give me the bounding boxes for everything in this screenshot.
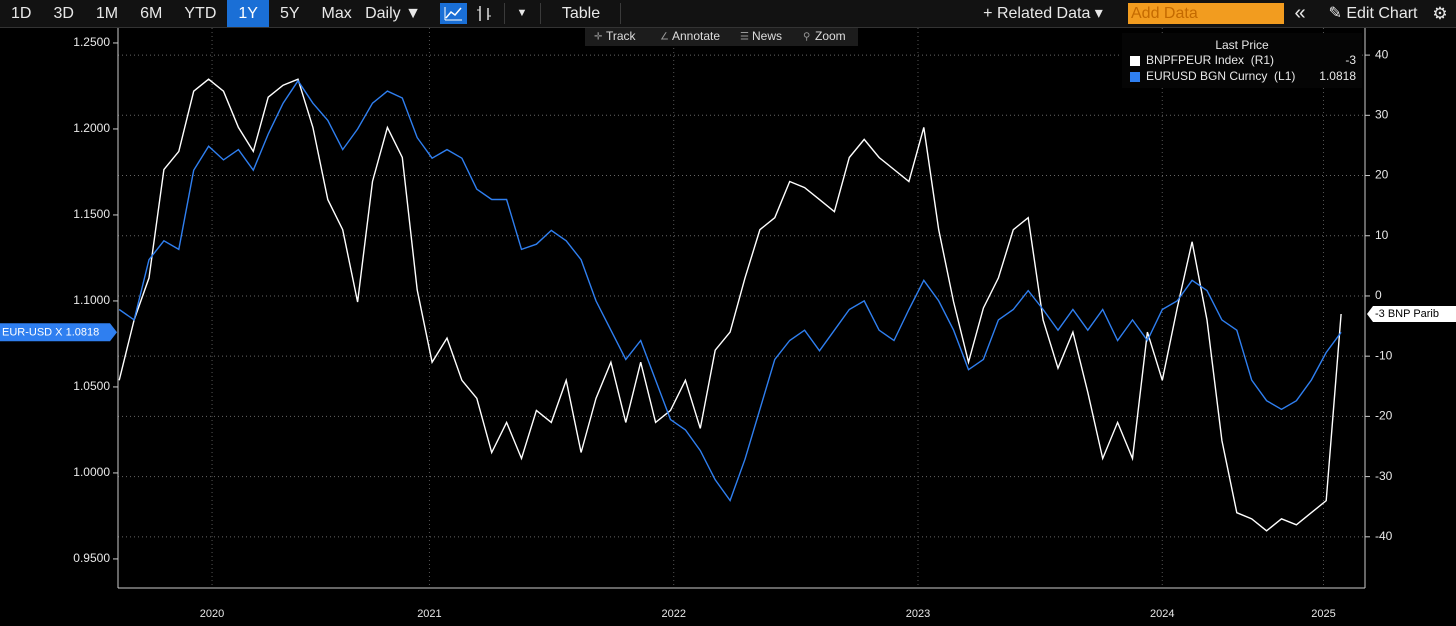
- frequency-dropdown[interactable]: Daily ▼: [365, 5, 421, 22]
- series-line: [118, 78, 1342, 532]
- legend-swatch: [1130, 72, 1140, 82]
- last-value-tag: [1367, 306, 1456, 323]
- icon: [477, 6, 491, 21]
- legend-box: [1122, 33, 1362, 88]
- y-tick-label: 1.2000: [73, 121, 110, 135]
- range-button[interactable]: 1D: [11, 5, 32, 22]
- legend-value: -3: [1345, 53, 1356, 67]
- y2-tick-label: 40: [1375, 47, 1389, 61]
- legend-title: Last Price: [1215, 38, 1269, 52]
- bar-chart-icon[interactable]: [472, 0, 496, 27]
- toolbar: 1D 3D 1M 6M YTD 1Y 5Y Max Daily ▼ ▼ Table + Rel…: [0, 0, 1456, 28]
- legend-label: BNPFPEUR Index (R1): [1146, 53, 1274, 67]
- x-tick-label: 2022: [661, 608, 685, 620]
- y2-tick-label: -20: [1375, 409, 1393, 423]
- tool-button: Annotate: [672, 29, 720, 43]
- table-button[interactable]: Table: [561, 5, 601, 22]
- last-value-tag: [0, 323, 117, 342]
- chart-type-menu[interactable]: ▼: [516, 7, 528, 19]
- x-tick-label: 2023: [906, 608, 930, 620]
- series-line: [118, 79, 1342, 502]
- x-tick-label: 2020: [200, 608, 224, 620]
- range-buttons: 1D 3D 1M 6M YTD 1Y 5Y Max: [0, 0, 363, 27]
- tool-icon: ∠: [660, 32, 669, 43]
- range-button[interactable]: 6M: [140, 5, 163, 22]
- tool-button: News: [752, 29, 782, 43]
- x-tick-label: 2021: [417, 608, 441, 620]
- y2-tick-label: -40: [1375, 529, 1393, 543]
- related-data-button[interactable]: + Related Data ▾: [983, 5, 1103, 22]
- range-button[interactable]: YTD: [184, 5, 217, 22]
- y-tick-label: 1.1500: [73, 207, 110, 221]
- y-tick-label: 1.0500: [73, 379, 110, 393]
- collapse-button[interactable]: «: [1294, 2, 1306, 24]
- last-value: -3: [1375, 308, 1385, 320]
- y2-tick-label: 0: [1375, 288, 1382, 302]
- tool-icon: ⚲: [803, 32, 810, 43]
- add-data-input[interactable]: Add Data: [1128, 3, 1284, 24]
- icon: [444, 7, 462, 21]
- y-tick-label: 0.9500: [73, 551, 110, 565]
- tool-icon: ☰: [740, 32, 749, 43]
- range-button[interactable]: 1Y: [227, 0, 269, 27]
- tag-name: EUR-USD X: [2, 326, 63, 338]
- edit-chart-label: Edit Chart: [1346, 5, 1418, 22]
- y-tick-label: 1.1000: [73, 293, 110, 307]
- last-value-label: EUR-USD X 1.0818: [2, 326, 99, 338]
- last-value: 1.0818: [66, 326, 100, 338]
- y2-tick-label: 20: [1375, 168, 1389, 182]
- range-button[interactable]: 3D: [53, 5, 74, 22]
- tool-button: Zoom: [815, 29, 846, 43]
- range-button[interactable]: 5Y: [279, 5, 300, 22]
- y2-tick-label: -30: [1375, 469, 1393, 483]
- x-tick-label: 2025: [1311, 608, 1335, 620]
- last-value-label: -3 BNP Parib: [1375, 308, 1439, 320]
- line-chart-icon[interactable]: [440, 3, 467, 24]
- legend-swatch: [1130, 56, 1140, 66]
- y-tick-label: 1.2500: [73, 35, 110, 49]
- separator: [620, 3, 621, 24]
- x-tick-label: 2024: [1150, 608, 1174, 620]
- range-button[interactable]: Max: [321, 5, 352, 22]
- separator: [504, 3, 505, 24]
- tool-button: Track: [606, 29, 637, 43]
- separator: [540, 3, 541, 24]
- legend-value: 1.0818: [1319, 69, 1356, 83]
- y-tick-label: 1.0000: [73, 465, 110, 479]
- tag-name: BNP Parib: [1388, 308, 1439, 320]
- edit-chart-button[interactable]: ✎ Edit Chart: [1328, 5, 1418, 22]
- y2-tick-label: 10: [1375, 228, 1389, 242]
- legend-label: EURUSD BGN Curncy (L1): [1146, 69, 1295, 83]
- y2-tick-label: -10: [1375, 348, 1393, 362]
- range-button[interactable]: 1M: [95, 5, 119, 22]
- plot-background: [0, 28, 1456, 626]
- settings-button[interactable]: ⚙: [1432, 4, 1448, 23]
- chart-tools-bar: [585, 27, 858, 46]
- tool-icon: ✛: [594, 32, 602, 43]
- y2-tick-label: 30: [1375, 107, 1389, 121]
